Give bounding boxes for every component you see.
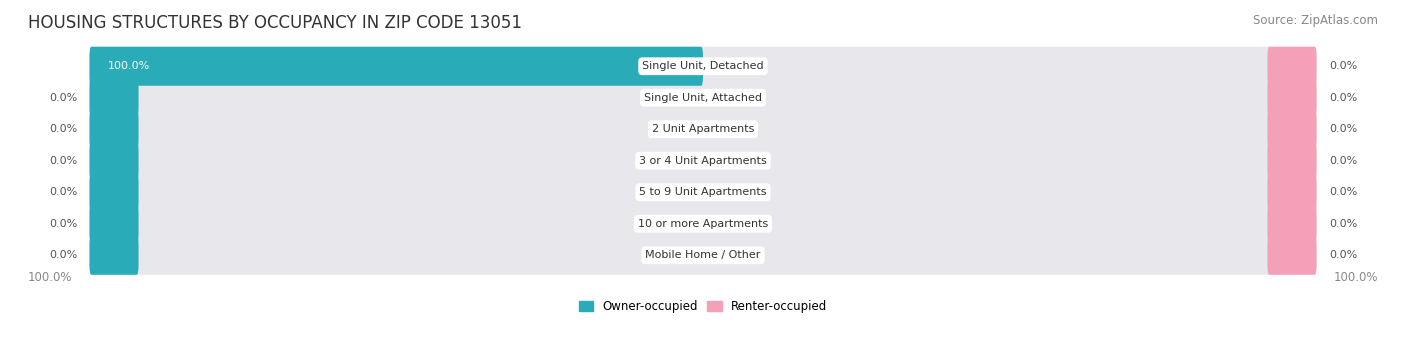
FancyBboxPatch shape [90, 110, 139, 149]
Text: Source: ZipAtlas.com: Source: ZipAtlas.com [1253, 14, 1378, 27]
FancyBboxPatch shape [1267, 141, 1316, 180]
Text: 0.0%: 0.0% [49, 156, 77, 166]
Text: 100.0%: 100.0% [28, 272, 73, 285]
FancyBboxPatch shape [1267, 173, 1316, 212]
Text: 100.0%: 100.0% [108, 61, 150, 71]
FancyBboxPatch shape [1267, 236, 1316, 275]
FancyBboxPatch shape [90, 236, 139, 275]
Text: Single Unit, Attached: Single Unit, Attached [644, 93, 762, 103]
FancyBboxPatch shape [90, 78, 1316, 117]
Text: 100.0%: 100.0% [1333, 272, 1378, 285]
Legend: Owner-occupied, Renter-occupied: Owner-occupied, Renter-occupied [574, 295, 832, 318]
FancyBboxPatch shape [90, 141, 139, 180]
FancyBboxPatch shape [90, 204, 1316, 243]
FancyBboxPatch shape [90, 47, 1316, 86]
Text: 0.0%: 0.0% [49, 250, 77, 260]
Text: 0.0%: 0.0% [1329, 250, 1357, 260]
Text: 0.0%: 0.0% [1329, 156, 1357, 166]
Text: 5 to 9 Unit Apartments: 5 to 9 Unit Apartments [640, 187, 766, 197]
Text: Mobile Home / Other: Mobile Home / Other [645, 250, 761, 260]
FancyBboxPatch shape [90, 110, 1316, 149]
Text: 0.0%: 0.0% [49, 124, 77, 134]
FancyBboxPatch shape [1267, 47, 1316, 86]
Text: 2 Unit Apartments: 2 Unit Apartments [652, 124, 754, 134]
Text: 0.0%: 0.0% [49, 219, 77, 229]
FancyBboxPatch shape [90, 173, 1316, 212]
FancyBboxPatch shape [90, 47, 703, 86]
Text: 0.0%: 0.0% [1329, 93, 1357, 103]
Text: Single Unit, Detached: Single Unit, Detached [643, 61, 763, 71]
Text: 3 or 4 Unit Apartments: 3 or 4 Unit Apartments [640, 156, 766, 166]
Text: 10 or more Apartments: 10 or more Apartments [638, 219, 768, 229]
FancyBboxPatch shape [90, 141, 1316, 180]
FancyBboxPatch shape [1267, 78, 1316, 117]
FancyBboxPatch shape [1267, 110, 1316, 149]
FancyBboxPatch shape [90, 78, 139, 117]
FancyBboxPatch shape [1267, 204, 1316, 243]
FancyBboxPatch shape [90, 236, 1316, 275]
FancyBboxPatch shape [90, 204, 139, 243]
Text: 0.0%: 0.0% [1329, 187, 1357, 197]
Text: 0.0%: 0.0% [49, 93, 77, 103]
Text: 0.0%: 0.0% [1329, 219, 1357, 229]
Text: HOUSING STRUCTURES BY OCCUPANCY IN ZIP CODE 13051: HOUSING STRUCTURES BY OCCUPANCY IN ZIP C… [28, 14, 522, 32]
Text: 0.0%: 0.0% [1329, 61, 1357, 71]
FancyBboxPatch shape [90, 173, 139, 212]
Text: 0.0%: 0.0% [49, 187, 77, 197]
Text: 0.0%: 0.0% [1329, 124, 1357, 134]
